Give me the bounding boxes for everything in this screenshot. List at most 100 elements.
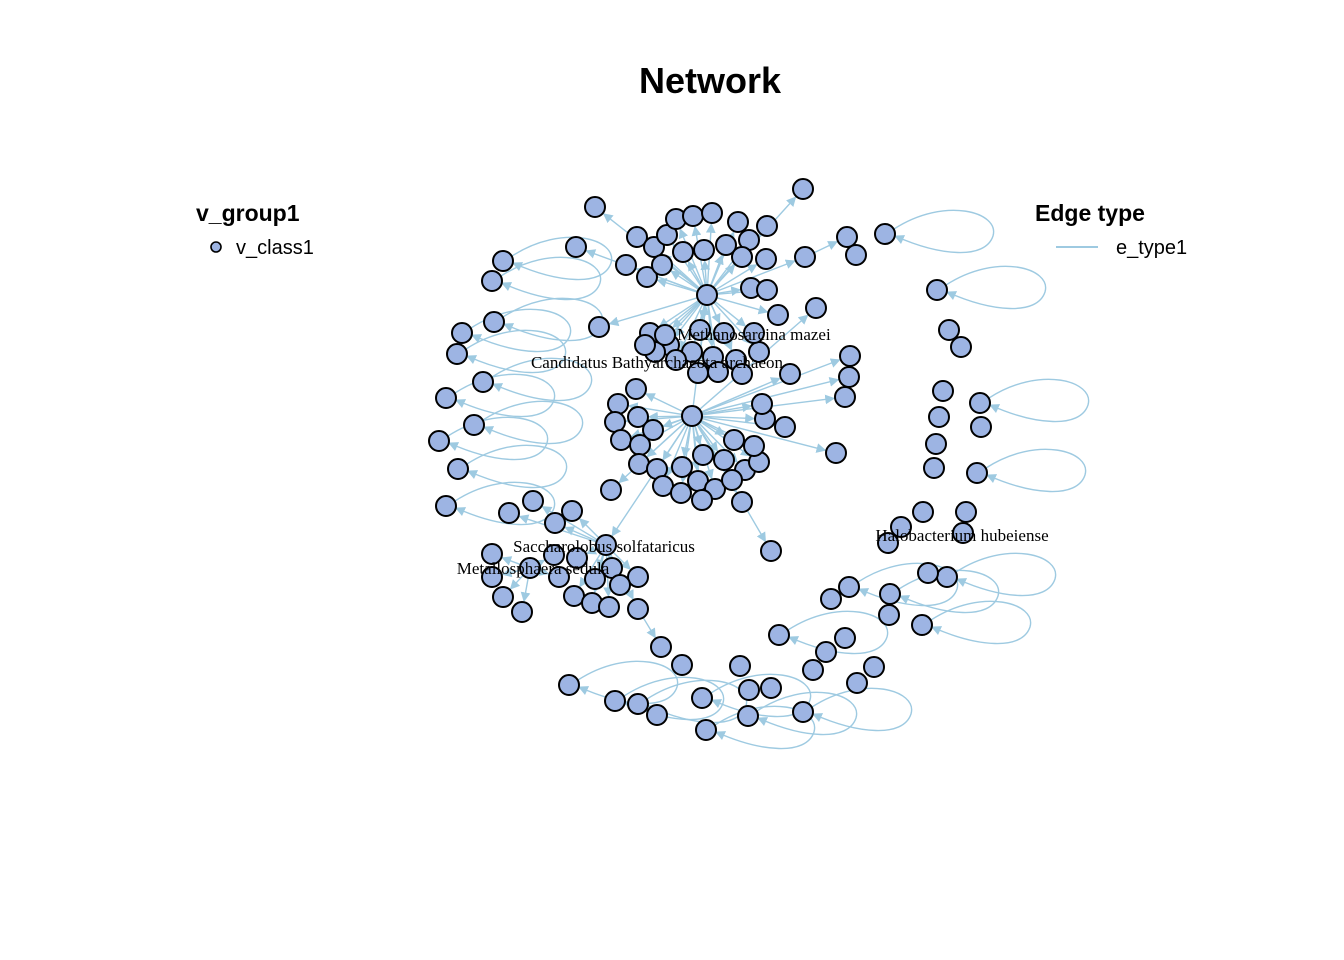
network-node [650, 636, 672, 658]
network-node [627, 406, 649, 428]
network-node [682, 205, 704, 227]
self-loop-edge [491, 357, 593, 402]
edge [716, 297, 769, 315]
self-loop-edge [955, 552, 1057, 597]
edge [700, 420, 726, 436]
network-node [729, 655, 751, 677]
edge [697, 423, 719, 452]
edge [618, 422, 686, 484]
network-node [636, 266, 658, 288]
network-node [715, 234, 737, 256]
network-node [836, 226, 858, 248]
node-legend-swatch [210, 241, 222, 253]
network-node [671, 654, 693, 676]
edge [700, 259, 711, 286]
network-node [845, 244, 867, 266]
network-node [713, 449, 735, 471]
network-node [511, 601, 533, 623]
network-node [607, 393, 629, 415]
network-node [879, 583, 901, 605]
network-node [952, 522, 974, 544]
network-node [820, 588, 842, 610]
network-node [615, 254, 637, 276]
self-loop-edge [893, 209, 995, 254]
edge [701, 358, 841, 414]
network-node [558, 674, 580, 696]
network-node [561, 500, 583, 522]
network-node [428, 430, 450, 452]
network-node [625, 378, 647, 400]
network-node [544, 512, 566, 534]
network-node [917, 562, 939, 584]
edge [701, 413, 755, 424]
network-node [671, 456, 693, 478]
label-methanosarcina-mazei: Methanosarcina mazei [677, 325, 831, 344]
network-node [696, 284, 718, 306]
self-loop-edge [811, 687, 913, 732]
network-node [825, 442, 847, 464]
network-node [721, 469, 743, 491]
edge [586, 545, 598, 555]
self-loop-edge [470, 308, 572, 353]
network-node [743, 322, 765, 344]
edge [608, 297, 698, 327]
self-loop-edge [465, 329, 567, 374]
network-node [774, 416, 796, 438]
network-node [584, 568, 606, 590]
self-loop-edge [945, 265, 1047, 310]
network-node [595, 534, 617, 556]
edge [501, 556, 521, 566]
network-node [627, 566, 649, 588]
network-node [654, 324, 676, 346]
network-node [794, 246, 816, 268]
node-legend: v_group1 v_class1 [196, 200, 314, 259]
network-node [802, 659, 824, 681]
self-loop-edge [985, 448, 1087, 493]
chart-title: Network [639, 60, 782, 101]
network-node [966, 462, 988, 484]
self-loop-edge [447, 416, 549, 461]
network-node [912, 501, 934, 523]
network-node [890, 516, 912, 538]
edge [538, 566, 550, 576]
network-node [731, 363, 753, 385]
network-node [522, 490, 544, 512]
edge [813, 241, 838, 254]
self-loop-edge [756, 691, 858, 736]
edge [642, 617, 656, 639]
network-node [932, 380, 954, 402]
network-node [756, 279, 778, 301]
network-node [838, 576, 860, 598]
network-node [760, 540, 782, 562]
network-node [969, 392, 991, 414]
network-node [588, 316, 610, 338]
network-node [926, 279, 948, 301]
network-node [950, 336, 972, 358]
network-node [925, 433, 947, 455]
edge-legend: Edge type e_type1 [1035, 200, 1187, 259]
node-legend-title: v_group1 [196, 200, 300, 226]
nodes-layer [428, 178, 992, 741]
edge [611, 423, 688, 537]
network-node [955, 501, 977, 523]
self-loop-edge [466, 444, 568, 489]
edge [709, 254, 724, 286]
network-node [634, 334, 656, 356]
self-loop-edge [857, 562, 959, 607]
network-node [519, 557, 541, 579]
network-node [483, 311, 505, 333]
network-node [695, 719, 717, 741]
edge [520, 577, 531, 603]
network-node [731, 491, 753, 513]
network-node [792, 701, 814, 723]
edge [681, 425, 691, 458]
network-node [756, 215, 778, 237]
edge-legend-label: e_type1 [1116, 237, 1187, 259]
self-loop-edge [482, 400, 584, 445]
network-node [463, 414, 485, 436]
label-saccharolobus-solfataricus: Saccharolobus solfataricus [513, 537, 695, 556]
network-node [651, 254, 673, 276]
edge [687, 260, 703, 287]
self-loop-edge [930, 600, 1032, 645]
network-node [670, 482, 692, 504]
